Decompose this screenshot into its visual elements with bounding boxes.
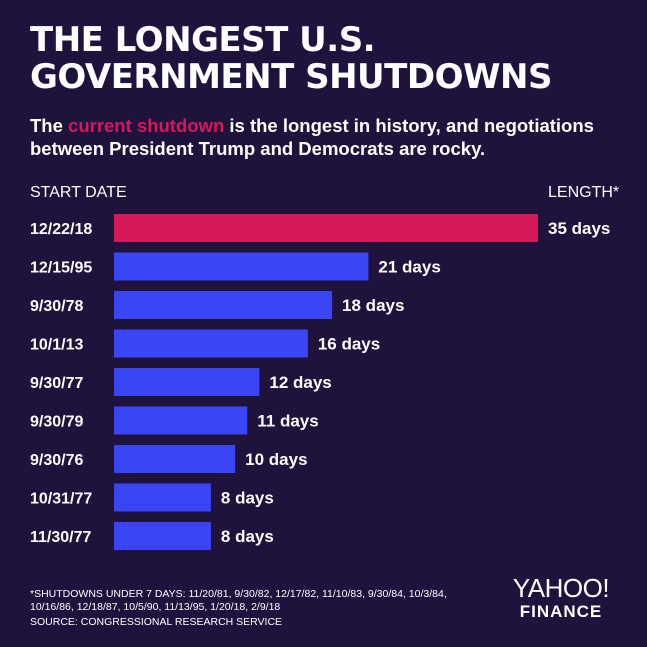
chart-title: THE LONGEST U.S. GOVERNMENT SHUTDOWNS <box>30 22 552 96</box>
bar <box>114 483 211 512</box>
category-label: 11/30/77 <box>30 529 92 546</box>
subtitle-post: is the longest in history, and negotiati… <box>30 115 594 159</box>
bar <box>114 291 333 319</box>
value-label: 11 days <box>257 412 318 431</box>
title-line-1: THE LONGEST U.S. <box>30 20 376 60</box>
category-label: 9/30/77 <box>30 375 83 392</box>
start-date-header: START DATE <box>30 184 127 201</box>
chart-subtitle: The current shutdown is the longest in h… <box>30 114 630 160</box>
subtitle-pre: The <box>30 115 69 136</box>
value-label: 35 days <box>548 219 610 238</box>
category-label: 10/31/77 <box>30 491 92 508</box>
bar <box>114 214 538 242</box>
category-label: 9/30/76 <box>30 452 83 469</box>
bar-chart: 12/22/18 35 days 12/15/95 21 days 9/30/78 18 … <box>30 214 610 550</box>
bar <box>114 445 236 473</box>
value-label: 8 days <box>221 489 274 508</box>
bar <box>114 329 308 358</box>
logo-yahoo: YAHOO! <box>512 573 610 603</box>
length-header: LENGTH* <box>548 184 620 201</box>
value-label: 16 days <box>318 335 380 354</box>
value-label: 21 days <box>378 258 440 277</box>
yahoo-finance-logo: YAHOO! FINANCE <box>506 574 616 622</box>
subtitle-highlight: current shutdown <box>68 115 225 136</box>
value-label: 10 days <box>245 450 307 469</box>
title-line-2: GOVERNMENT SHUTDOWNS <box>30 57 552 97</box>
category-label: 12/22/18 <box>30 221 92 238</box>
category-label: 10/1/13 <box>30 337 83 354</box>
category-label: 9/30/79 <box>30 414 83 431</box>
logo-finance: FINANCE <box>519 602 603 621</box>
value-label: 8 days <box>221 527 274 546</box>
category-label: 12/15/95 <box>30 260 92 277</box>
category-label: 9/30/78 <box>30 298 83 315</box>
value-label: 18 days <box>342 296 404 315</box>
value-label: 12 days <box>269 373 331 392</box>
bar <box>114 252 369 281</box>
footnote: *SHUTDOWNS UNDER 7 DAYS: 11/20/81, 9/30/… <box>30 588 447 613</box>
bar <box>114 368 260 396</box>
bar <box>114 406 248 435</box>
bar <box>114 522 211 550</box>
source-note: SOURCE: CONGRESSIONAL RESEARCH SERVICE <box>30 616 283 628</box>
